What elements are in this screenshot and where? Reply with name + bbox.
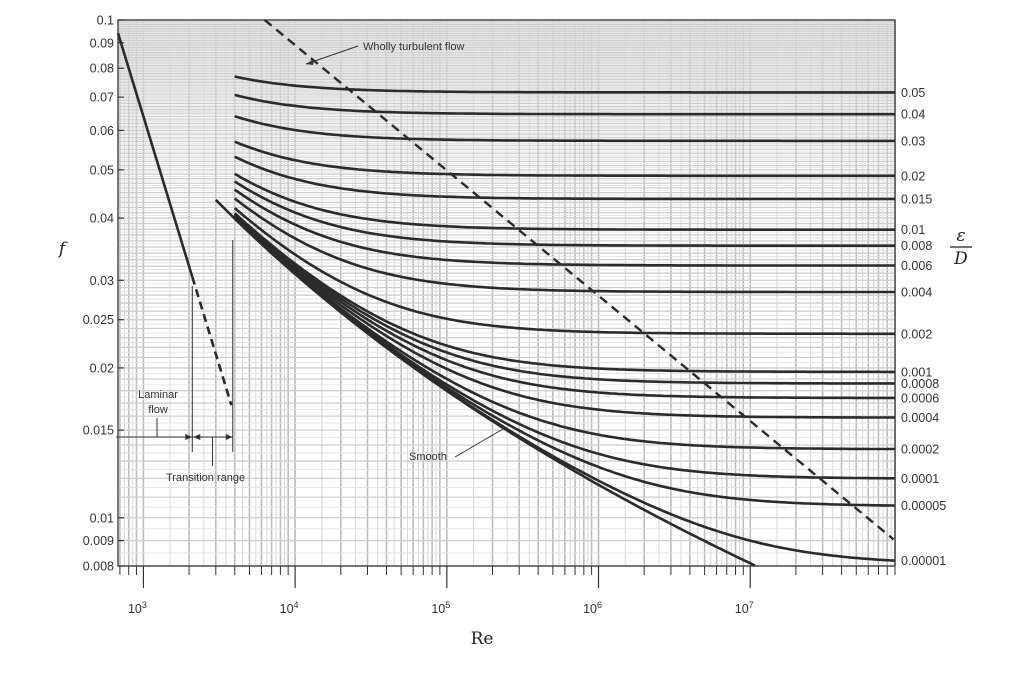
roughness-label: 0.008 [901,239,932,253]
roughness-label: 0.01 [901,223,925,237]
laminar-curve [116,32,233,406]
wholly-turbulent-label: Wholly turbulent flow [363,41,465,53]
x-tick-label: 103 [128,600,147,616]
wholly-turbulent-leader [305,45,359,65]
roughness-label: 0.0004 [901,411,939,425]
roughness-label: 0.0008 [901,377,939,391]
y-tick-label: 0.02 [90,361,114,375]
roughness-label: 0.0006 [901,391,939,405]
wholly-turbulent-arrowhead [306,59,314,65]
roughness-curve [233,207,895,336]
y-tick-label: 0.01 [90,511,114,525]
roughness-curve [234,155,895,201]
roughness-curve [234,75,895,94]
roughness-label: 0.015 [901,193,932,207]
roughness-curve [234,172,895,231]
roughness-label: 0.002 [901,327,932,341]
x-tick-label: 106 [583,600,602,616]
roughness-curve [233,213,895,385]
y-tick-label: 0.1 [97,14,114,28]
roughness-curve [234,93,895,116]
x-tick-label: 105 [431,600,450,616]
y-tick-label: 0.03 [90,274,114,288]
y-tick-label: 0.08 [90,62,114,76]
roughness-label: 0.00005 [901,499,946,513]
roughness-curve [234,140,895,178]
roughness-curve [233,212,895,374]
y-axis-title: f [57,239,68,259]
laminar-line-solid [116,32,194,278]
right-axis-title-numerator: ε [956,226,965,246]
roughness-label: 0.004 [901,285,932,299]
y-tick-label: 0.025 [83,313,114,327]
wholly-turbulent-boundary [263,19,895,541]
roughness-label: 0.05 [901,86,925,100]
y-tick-label: 0.09 [90,36,114,50]
roughness-curve [233,188,895,267]
roughness-curve [233,215,895,419]
y-tick-label: 0.07 [90,91,114,105]
smooth-leader [454,428,504,458]
roughness-curve [234,180,895,247]
y-tick-label: 0.015 [83,424,114,438]
wholly-turbulent-line [263,19,895,541]
roughness-curve [233,197,895,294]
laminar-line-dashed [191,276,233,406]
roughness-label: 0.04 [901,108,925,122]
roughness-curve [233,214,895,400]
axis-labels: f Re ε D [57,226,972,649]
roughness-label: 0.0002 [901,443,939,457]
roughness-label: 0.02 [901,169,925,183]
roughness-label: 0.03 [901,134,925,148]
y-tick-label: 0.05 [90,163,114,177]
roughness-label: 0.00001 [901,554,946,568]
x-tick-label: 104 [280,600,299,616]
y-tick-label: 0.008 [83,560,114,574]
x-tick-label: 107 [735,600,754,616]
y-tick-label: 0.04 [90,212,114,226]
laminar-range-arrow [185,434,193,440]
transition-range-label: Transition range [166,472,245,484]
x-axis-title: Re [471,629,494,649]
roughness-label: 0.006 [901,259,932,273]
roughness-curves: 0.05 0.04 0.03 0.02 0.015 0.01 0.008 0.006 0.004… [214,75,946,568]
roughness-curve [234,114,895,143]
transition-range-arrow-right [225,434,233,440]
laminar-flow-label-line2: flow [148,404,168,416]
y-tick-label: 0.009 [83,534,114,548]
roughness-label: 0.001 [901,365,932,379]
right-axis-title-denominator: D [953,249,968,269]
smooth-pipe-curve [214,198,756,567]
grid [118,19,896,567]
laminar-flow-label-line1: Laminar [138,389,178,401]
transition-range-arrow-left [193,434,201,440]
y-tick-label: 0.06 [90,124,114,138]
roughness-label: 0.0001 [901,472,939,486]
smooth-label: Smooth [409,451,447,463]
annotations: Wholly turbulent flow Laminar flow Trans… [116,41,504,484]
roughness-curve [233,216,895,451]
